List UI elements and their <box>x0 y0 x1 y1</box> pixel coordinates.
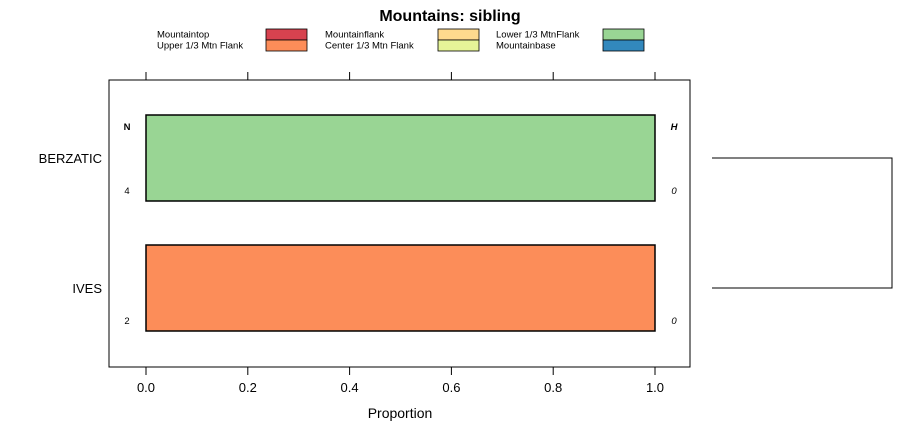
legend-label: Mountainflank <box>325 30 384 41</box>
x-tick-label: 0.0 <box>137 380 155 395</box>
legend-swatch <box>265 39 308 52</box>
bar-segment <box>145 244 656 332</box>
legend-swatch <box>602 28 645 41</box>
category-label: IVES <box>72 281 102 296</box>
x-tick-label: 1.0 <box>646 380 664 395</box>
plot-frame <box>108 79 691 368</box>
legend-swatch <box>602 39 645 52</box>
legend-swatch <box>437 28 480 41</box>
x-tick-label: 0.2 <box>239 380 257 395</box>
legend-swatch <box>437 39 480 52</box>
legend-label: Mountaintop <box>157 30 209 41</box>
h-value: 0 <box>671 316 677 327</box>
chart-title: Mountains: sibling <box>379 8 520 25</box>
category-label: BERZATIC <box>39 151 102 166</box>
x-tick-label: 0.6 <box>442 380 460 395</box>
x-axis: 0.0 0.2 0.4 0.6 0.8 1.0 <box>137 72 664 395</box>
legend-label: Center 1/3 Mtn Flank <box>325 41 414 52</box>
x-tick-label: 0.8 <box>544 380 562 395</box>
n-header: N <box>124 122 131 133</box>
bar-segment <box>145 114 656 202</box>
legend-swatch <box>265 28 308 41</box>
n-value: 2 <box>124 316 129 327</box>
dendrogram-branch <box>712 157 893 289</box>
n-value: 4 <box>124 186 129 197</box>
bars <box>145 114 656 332</box>
h-value: 0 <box>671 186 677 197</box>
legend-label: Lower 1/3 MtnFlank <box>496 30 580 41</box>
legend-label: Upper 1/3 Mtn Flank <box>157 41 243 52</box>
h-header: H <box>671 122 679 133</box>
annotations: N H 4 0 2 0 <box>124 122 679 327</box>
dendrogram <box>712 157 893 289</box>
x-axis-title: Proportion <box>368 405 433 421</box>
x-tick-label: 0.4 <box>341 380 359 395</box>
legend-label: Mountainbase <box>496 41 556 52</box>
category-labels: BERZATIC IVES <box>39 151 103 296</box>
